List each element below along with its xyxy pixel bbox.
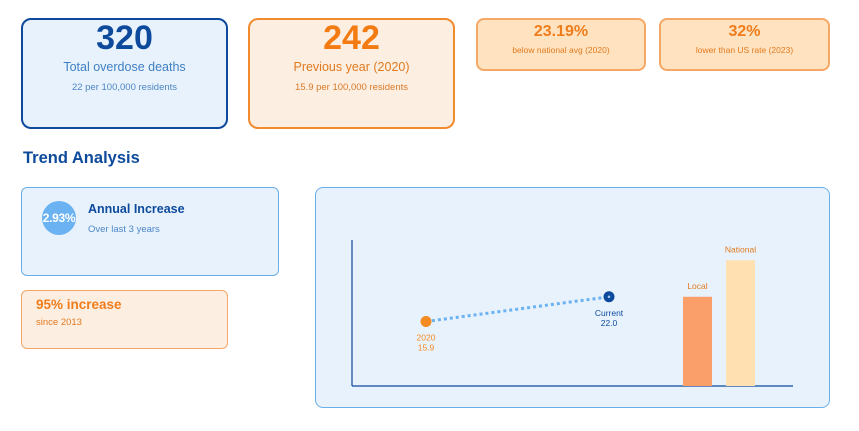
national-avg-value: 23.19% bbox=[533, 23, 589, 40]
previous-year-label: Previous year (2020) bbox=[293, 60, 410, 74]
point-current-center bbox=[607, 295, 611, 299]
national-avg-label: below national avg (2020) bbox=[512, 45, 610, 55]
total-deaths-label: Total overdose deaths bbox=[63, 60, 186, 74]
trend-line bbox=[425, 295, 610, 324]
us-rate-label: lower than US rate (2023) bbox=[695, 45, 794, 55]
point-value-2020: 15.9 bbox=[418, 343, 435, 353]
bar-label-national: National bbox=[725, 244, 756, 254]
us-rate-value: 32% bbox=[728, 23, 761, 40]
long-term-increase-card: 95% increase since 2013 bbox=[21, 290, 228, 349]
long-term-increase-subtitle: since 2013 bbox=[36, 317, 82, 328]
bar-local bbox=[683, 296, 712, 386]
previous-year-rate: 15.9 per 100,000 residents bbox=[294, 82, 409, 93]
bar-label-local: Local bbox=[687, 281, 707, 291]
bar-national bbox=[726, 260, 755, 386]
trend-analysis-heading: Trend Analysis bbox=[23, 149, 140, 167]
annual-increase-card: 2.93% Annual Increase Over last 3 years bbox=[21, 187, 279, 276]
total-deaths-rate: 22 per 100,000 residents bbox=[71, 82, 178, 93]
point-value-current: 22.0 bbox=[601, 318, 618, 328]
national-avg-card: 23.19% below national avg (2020) bbox=[476, 18, 646, 71]
trend-chart-panel: 2020 15.9 Current 22.0 Local National bbox=[315, 187, 830, 408]
total-deaths-card: 320 Total overdose deaths 22 per 100,000… bbox=[21, 18, 228, 129]
annual-increase-badge: 2.93% bbox=[42, 201, 76, 235]
point-2020 bbox=[420, 316, 432, 328]
previous-year-card: 242 Previous year (2020) 15.9 per 100,00… bbox=[248, 18, 455, 129]
us-rate-card: 32% lower than US rate (2023) bbox=[659, 18, 830, 71]
annual-increase-subtitle: Over last 3 years bbox=[88, 224, 160, 235]
long-term-increase-title: 95% increase bbox=[36, 297, 122, 312]
point-label-current: Current bbox=[595, 308, 624, 318]
annual-increase-title: Annual Increase bbox=[88, 202, 185, 216]
previous-year-value: 242 bbox=[323, 19, 380, 57]
total-deaths-value: 320 bbox=[96, 19, 153, 57]
point-label-2020: 2020 bbox=[417, 333, 436, 343]
